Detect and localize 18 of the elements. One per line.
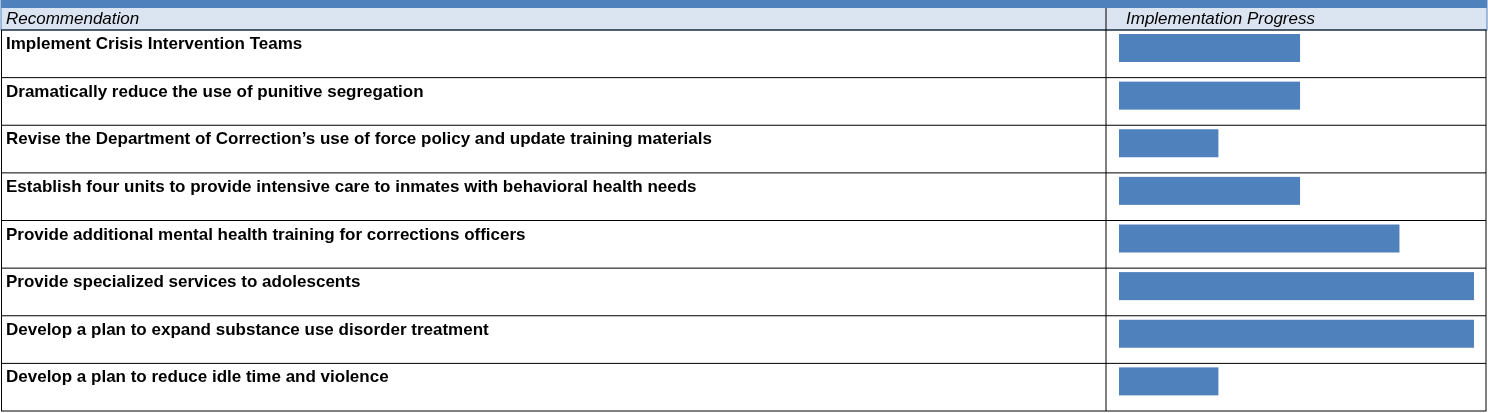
y-tick-label: Establish four units to provide intensive care to inmates with behavioral health needs	[6, 176, 697, 196]
y-axis-title: Recommendation	[6, 9, 140, 28]
y-tick-label: Implement Crisis Intervention Teams	[6, 34, 303, 53]
bar	[1119, 34, 1301, 62]
y-tick-label: Provide specialized services to adolescents	[6, 272, 361, 292]
y-tick-label: Dramatically reduce the use of punitive segregation	[6, 81, 424, 101]
bar	[1119, 272, 1474, 301]
bar	[1119, 367, 1219, 396]
y-tick-label: Revise the Department of Correction’s use of force policy and update training materials	[6, 129, 712, 149]
bar	[1119, 319, 1474, 348]
bar	[1119, 81, 1301, 110]
bar	[1119, 176, 1301, 205]
x-axis-title: Implementation Progress	[1126, 9, 1316, 28]
bar	[1119, 129, 1219, 158]
y-tick-label: Provide additional mental health training for corrections officers	[6, 224, 526, 244]
bar	[1119, 224, 1400, 253]
y-tick-label: Develop a plan to expand substance use disorder treatment	[6, 319, 490, 339]
y-tick-label: Develop a plan to reduce idle time and violence	[6, 367, 389, 387]
